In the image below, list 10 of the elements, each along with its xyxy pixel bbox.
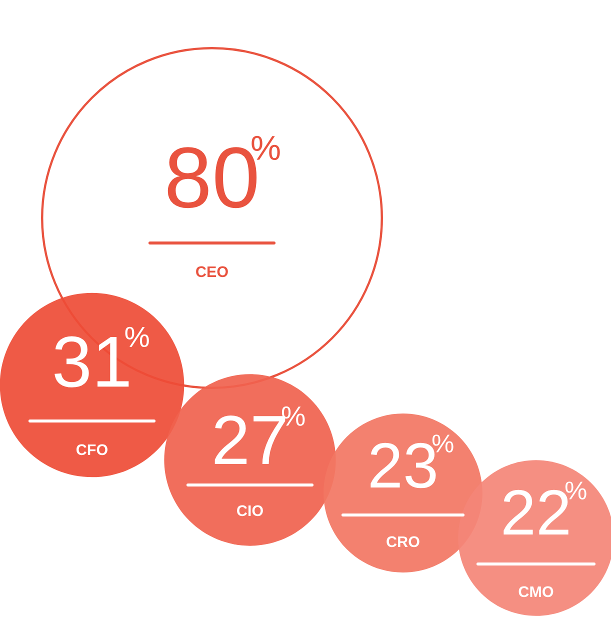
- category-label: CIO: [237, 505, 263, 516]
- category-label: CEO: [196, 266, 228, 278]
- category-label: CRO: [386, 536, 420, 548]
- data-label: 31%: [54, 326, 149, 388]
- data-label: 22%: [504, 482, 586, 535]
- data-label: 27%: [214, 406, 305, 464]
- category-label: CMO: [518, 586, 554, 598]
- category-label: CFO: [76, 444, 108, 456]
- data-label: 23%: [370, 434, 454, 488]
- data-label: 80%: [168, 136, 280, 208]
